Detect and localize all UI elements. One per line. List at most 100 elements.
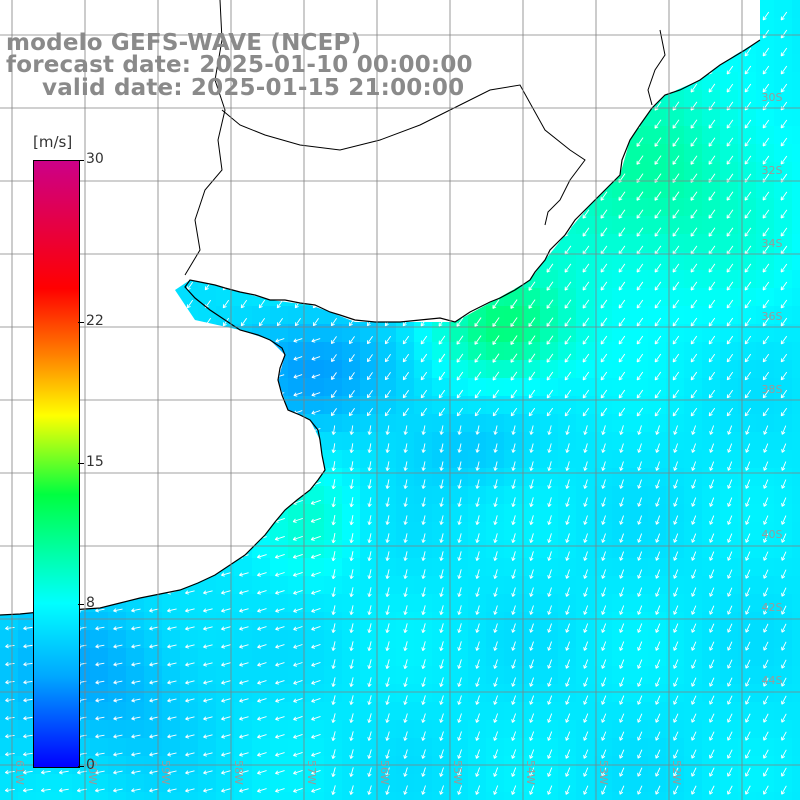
field-cell xyxy=(342,396,361,415)
field-cell xyxy=(378,594,397,613)
field-cell xyxy=(180,594,199,613)
field-cell xyxy=(450,540,469,559)
field-cell xyxy=(540,594,559,613)
field-cell xyxy=(360,378,379,397)
field-cell xyxy=(792,684,800,703)
field-cell xyxy=(558,234,577,253)
field-cell xyxy=(792,54,800,73)
field-cell xyxy=(594,270,613,289)
field-cell xyxy=(756,486,775,505)
field-cell xyxy=(504,396,523,415)
field-cell xyxy=(486,414,505,433)
field-cell xyxy=(666,414,685,433)
field-cell xyxy=(576,576,595,595)
field-cell xyxy=(342,612,361,631)
field-cell xyxy=(468,486,487,505)
field-cell xyxy=(450,594,469,613)
field-cell xyxy=(558,486,577,505)
field-cell xyxy=(360,612,379,631)
field-cell xyxy=(756,378,775,397)
field-cell xyxy=(450,432,469,451)
field-cell xyxy=(594,414,613,433)
field-cell xyxy=(792,90,800,109)
field-cell xyxy=(414,378,433,397)
field-cell xyxy=(684,576,703,595)
field-cell xyxy=(522,288,541,307)
field-cell xyxy=(378,432,397,451)
field-cell xyxy=(432,576,451,595)
field-cell xyxy=(630,486,649,505)
field-cell xyxy=(756,396,775,415)
field-cell xyxy=(216,594,235,613)
field-cell xyxy=(756,522,775,541)
field-cell xyxy=(486,504,505,523)
field-cell xyxy=(414,468,433,487)
field-cell xyxy=(432,468,451,487)
field-cell xyxy=(504,360,523,379)
field-cell xyxy=(306,306,325,325)
field-cell xyxy=(576,504,595,523)
field-cell xyxy=(792,342,800,361)
field-cell xyxy=(522,306,541,325)
field-cell xyxy=(342,486,361,505)
field-cell xyxy=(360,576,379,595)
field-cell xyxy=(378,414,397,433)
field-cell xyxy=(504,486,523,505)
field-cell xyxy=(792,216,800,235)
field-cell xyxy=(576,306,595,325)
field-cell xyxy=(504,378,523,397)
field-cell xyxy=(702,594,721,613)
lat-label: 42S xyxy=(762,601,783,614)
field-cell xyxy=(630,270,649,289)
field-cell xyxy=(108,612,127,631)
field-cell xyxy=(720,234,739,253)
field-cell xyxy=(738,432,757,451)
field-cell xyxy=(378,522,397,541)
field-cell xyxy=(540,378,559,397)
field-cell xyxy=(756,558,775,577)
field-cell xyxy=(540,522,559,541)
field-cell xyxy=(738,450,757,469)
field-cell xyxy=(648,504,667,523)
field-cell xyxy=(720,324,739,343)
field-cell xyxy=(684,378,703,397)
field-cell xyxy=(756,540,775,559)
field-cell xyxy=(522,396,541,415)
field-cell xyxy=(432,432,451,451)
field-cell xyxy=(198,288,217,307)
field-cell xyxy=(702,90,721,109)
field-cell xyxy=(594,216,613,235)
field-cell xyxy=(756,162,775,181)
field-cell xyxy=(288,360,307,379)
field-cell xyxy=(792,360,800,379)
field-cell xyxy=(342,540,361,559)
field-cell xyxy=(360,594,379,613)
field-cell xyxy=(756,198,775,217)
field-cell xyxy=(702,180,721,199)
field-cell xyxy=(522,450,541,469)
field-cell xyxy=(738,180,757,199)
field-cell xyxy=(432,396,451,415)
field-cell xyxy=(720,162,739,181)
field-cell xyxy=(0,612,19,631)
colorbar-tick-mark xyxy=(78,321,84,323)
field-cell xyxy=(702,378,721,397)
field-cell xyxy=(720,504,739,523)
field-cell xyxy=(666,450,685,469)
field-cell xyxy=(558,252,577,271)
field-cell xyxy=(702,576,721,595)
field-cell xyxy=(648,414,667,433)
field-cell xyxy=(144,792,163,800)
field-cell xyxy=(360,540,379,559)
field-cell xyxy=(648,252,667,271)
field-cell xyxy=(630,144,649,163)
field-cell xyxy=(720,558,739,577)
field-cell xyxy=(594,378,613,397)
field-cell xyxy=(540,360,559,379)
field-cell xyxy=(342,504,361,523)
field-cell xyxy=(378,504,397,523)
field-cell xyxy=(540,414,559,433)
field-cell xyxy=(774,432,793,451)
field-cell xyxy=(630,324,649,343)
field-cell xyxy=(432,522,451,541)
